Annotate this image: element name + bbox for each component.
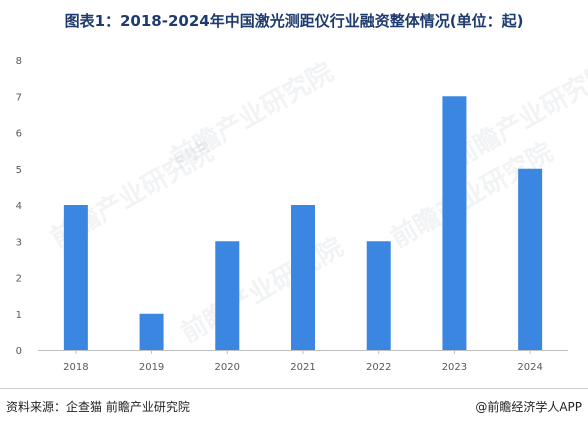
bar-2022	[366, 241, 391, 350]
bar-2018	[63, 205, 88, 350]
source-note: 资料来源：企查猫 前瞻产业研究院	[6, 400, 190, 414]
x-tick-label: 2021	[290, 362, 315, 373]
y-tick-label: 5	[16, 165, 22, 176]
y-tick-label: 1	[16, 310, 22, 321]
bar-2020	[215, 241, 240, 350]
y-tick-label: 6	[16, 129, 22, 140]
bar-chart: 0 1 2 3 4 5 6 7 8 2018 2019 2020 2021 2022 2023 2024	[16, 56, 568, 373]
y-tick-label: 8	[16, 56, 22, 67]
x-tick-label: 2020	[215, 362, 240, 373]
x-tick-label: 2022	[366, 362, 391, 373]
bar-2019	[139, 313, 164, 350]
y-tick-label: 0	[16, 346, 22, 357]
footer-divider	[0, 388, 588, 389]
y-tick-label: 7	[16, 92, 22, 103]
bar-2023	[442, 96, 467, 350]
y-tick-label: 2	[16, 274, 22, 285]
x-tick-label: 2024	[517, 362, 542, 373]
bar-2021	[291, 205, 315, 350]
app-credit: @前瞻经济学人APP	[475, 400, 582, 414]
x-tick-label: 2019	[139, 362, 164, 373]
x-tick-label: 2023	[442, 362, 467, 373]
y-tick-label: 4	[16, 201, 22, 212]
chart-title: 图表1：2018-2024年中国激光测距仪行业融资整体情况(单位：起)	[64, 12, 524, 30]
x-tick-label: 2018	[63, 362, 88, 373]
bar-2024	[518, 168, 543, 350]
y-tick-label: 3	[16, 237, 22, 248]
